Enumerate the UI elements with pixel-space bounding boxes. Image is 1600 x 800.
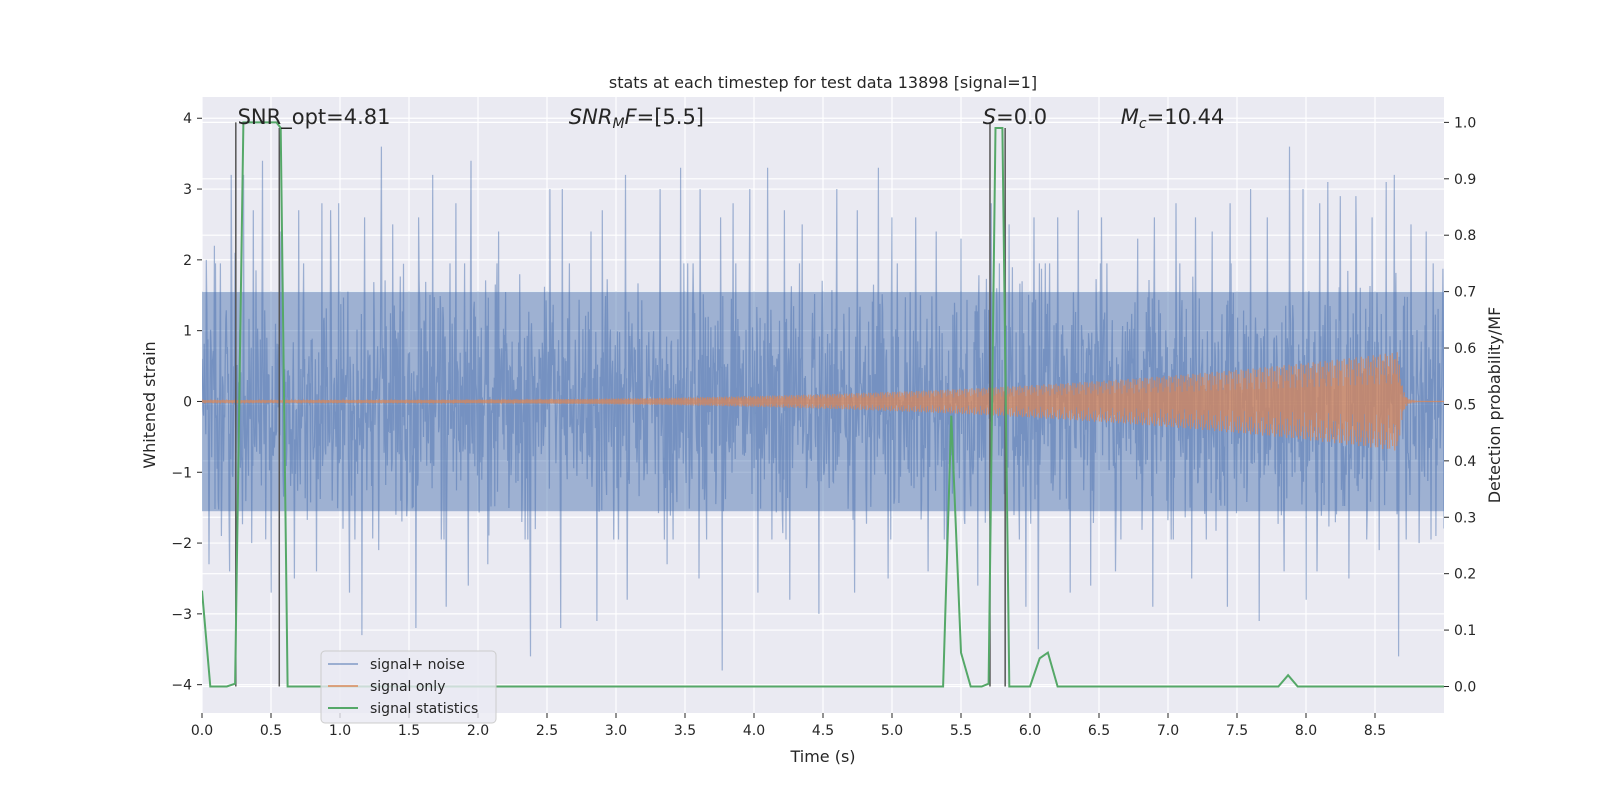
- legend-label-signal-only: signal only: [370, 679, 445, 695]
- y-left-tick-label-6: −2: [171, 536, 192, 552]
- x-tick-label-17: 8.5: [1364, 723, 1386, 739]
- legend-label-signal-noise: signal+ noise: [370, 657, 465, 673]
- x-tick-label-10: 5.0: [881, 723, 903, 739]
- chart-title: stats at each timestep for test data 138…: [609, 73, 1037, 92]
- series-signal-only: [202, 352, 1444, 451]
- x-tick-label-14: 7.0: [1157, 723, 1179, 739]
- x-tick-label-7: 3.5: [674, 723, 696, 739]
- y-right-tick-label-1: 0.9: [1454, 172, 1476, 188]
- y-right-tick-label-7: 0.3: [1454, 510, 1476, 526]
- x-tick-label-6: 3.0: [605, 723, 627, 739]
- x-tick-label-5: 2.5: [536, 723, 558, 739]
- legend: signal+ noise signal only signal statist…: [320, 650, 497, 724]
- y-left-tick-label-8: −4: [171, 678, 192, 694]
- axes-ticks: 0.0 0.5 1.0 1.5 2.0 2.5 3.0 3.5 4.0 4.5 5.0 5.5 6.0 6…: [171, 111, 1476, 739]
- y-axis-label-right: Detection probability/MF: [1485, 307, 1504, 504]
- y-left-tick-label-5: −1: [171, 465, 192, 481]
- x-tick-label-12: 6.0: [1019, 723, 1041, 739]
- y-left-tick-label-1: 3: [183, 182, 192, 198]
- legend-label-signal-statistics: signal statistics: [370, 701, 478, 717]
- x-tick-label-4: 2.0: [467, 723, 489, 739]
- y-left-tick-label-2: 2: [183, 253, 192, 269]
- x-tick-label-1: 0.5: [260, 723, 282, 739]
- x-tick-label-16: 8.0: [1295, 723, 1317, 739]
- y-right-tick-label-4: 0.6: [1454, 341, 1476, 357]
- x-tick-label-8: 4.0: [743, 723, 765, 739]
- y-left-tick-label-0: 4: [183, 111, 192, 127]
- statistics-trace: [202, 121, 1444, 688]
- y-left-tick-label-7: −3: [171, 607, 192, 623]
- x-tick-label-3: 1.5: [398, 723, 420, 739]
- y-right-tick-label-5: 0.5: [1454, 397, 1476, 413]
- y-right-tick-label-2: 0.8: [1454, 228, 1476, 244]
- y-left-tick-label-4: 0: [183, 394, 192, 410]
- y-right-tick-label-8: 0.2: [1454, 567, 1476, 583]
- annotations: SNR_opt=4.81 SNRMF=[5.5] S=0.0 Mc=10.44: [238, 105, 1225, 132]
- x-axis-label: Time (s): [789, 747, 855, 766]
- x-tick-label-9: 4.5: [812, 723, 834, 739]
- annotation-2: S=0.0: [983, 105, 1047, 129]
- y-right-tick-label-10: 0.0: [1454, 679, 1476, 695]
- annotation-3: Mc=10.44: [1121, 105, 1225, 132]
- x-tick-label-13: 6.5: [1088, 723, 1110, 739]
- annotation-1: SNRMF=[5.5]: [569, 105, 704, 132]
- y-left-tick-label-3: 1: [183, 324, 192, 340]
- x-tick-label-2: 1.0: [329, 723, 351, 739]
- x-tick-label-15: 7.5: [1226, 723, 1248, 739]
- x-tick-label-0: 0.0: [191, 723, 213, 739]
- y-right-tick-label-6: 0.4: [1454, 454, 1476, 470]
- y-right-tick-label-3: 0.7: [1454, 285, 1476, 301]
- annotation-0: SNR_opt=4.81: [238, 105, 391, 130]
- y-right-tick-label-0: 1.0: [1454, 115, 1476, 131]
- y-right-tick-label-9: 0.1: [1454, 623, 1476, 639]
- chirp-trace: [202, 352, 1444, 451]
- legend-box: [320, 650, 497, 724]
- plot-layer: [202, 121, 1444, 688]
- series-signal-statistics: [202, 121, 1444, 688]
- x-tick-label-11: 5.5: [950, 723, 972, 739]
- y-axis-label-left: Whitened strain: [140, 341, 159, 468]
